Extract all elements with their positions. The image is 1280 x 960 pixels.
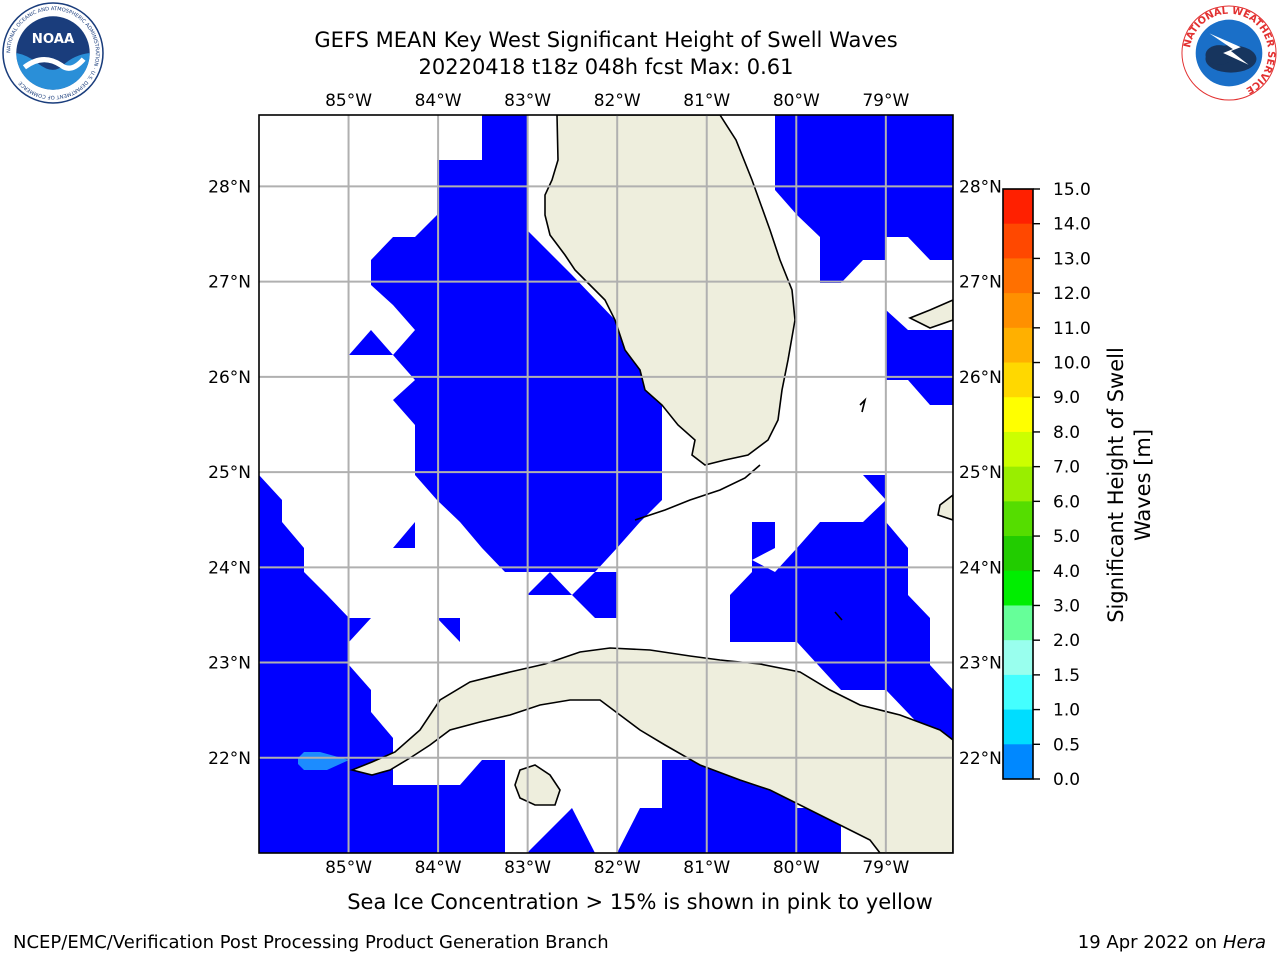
colorbar-segment [1003, 431, 1033, 468]
colorbar-segment [1003, 640, 1033, 676]
lat-label-left: 25°N [208, 463, 251, 483]
colorbar-tick-label: 7.0 [1053, 458, 1080, 478]
colorbar-tick-label: 1.5 [1053, 666, 1080, 686]
colorbar-segment [1003, 570, 1033, 606]
colorbar-segment [1003, 189, 1033, 225]
lat-label-left: 23°N [208, 654, 251, 674]
colorbar-tick-label: 15.0 [1053, 180, 1091, 200]
colorbar-tick-label: 6.0 [1053, 492, 1080, 512]
colorbar-tick-label: 10.0 [1053, 354, 1091, 374]
map-area [259, 115, 953, 853]
machine-name: Hera [1222, 932, 1266, 953]
chart-subtitle: 20220418 t18z 048h fcst Max: 0.61 [418, 55, 794, 79]
lon-label-top: 80°W [773, 91, 820, 111]
date-text: 19 Apr 2022 on Hera [1078, 932, 1266, 953]
colorbar-tick-label: 0.5 [1053, 735, 1080, 755]
colorbar-tick-label: 1.0 [1053, 701, 1080, 721]
colorbar-frame [1002, 188, 1034, 780]
colorbar-segment [1003, 397, 1033, 433]
colorbar-tick-label: 8.0 [1053, 423, 1080, 443]
colorbar-segment [1003, 744, 1033, 780]
colorbar-ticks: 15.0 14.0 13.0 12.0 11.0 10.0 9.0 8.0 7.0 6.0 5.0 4… [1033, 180, 1091, 790]
colorbar-segment [1003, 501, 1033, 537]
colorbar-segment [1003, 223, 1033, 259]
colorbar-segment [1003, 605, 1033, 641]
colorbar-tick-label: 5.0 [1053, 527, 1080, 547]
keys-coast [634, 397, 867, 621]
lon-label-bottom: 79°W [862, 858, 909, 878]
colorbar-segment [1003, 293, 1033, 329]
colorbar-tick-label: 2.0 [1053, 631, 1080, 651]
colorbar-tick-label: 9.0 [1053, 388, 1080, 408]
lat-label-right: 25°N [959, 463, 1002, 483]
colorbar-tick-label: 14.0 [1053, 215, 1091, 235]
lon-label-top: 81°W [683, 91, 730, 111]
colorbar-tick-label: 11.0 [1053, 319, 1091, 339]
colorbar-label-line1: Significant Height of Swell [1104, 347, 1128, 623]
isla-juventud-land [514, 764, 561, 806]
lon-label-bottom: 82°W [594, 858, 641, 878]
swell-max-patch [298, 752, 349, 770]
swell-field [259, 115, 953, 853]
andros-land [937, 493, 953, 521]
colorbar-segment [1003, 536, 1033, 572]
noaa-logo-icon: NOAA NATIONAL OCEANIC AND ATMOSPHERIC AD… [2, 2, 104, 104]
colorbar-label-line2: Waves [m] [1131, 429, 1155, 541]
noaa-logo-text: NOAA [32, 32, 75, 47]
colorbar-tick-label: 4.0 [1053, 562, 1080, 582]
colorbar [1003, 189, 1033, 780]
latitude-labels-left: 28°N 27°N 26°N 25°N 24°N 23°N 22°N [208, 177, 251, 768]
lon-label-top: 79°W [862, 91, 909, 111]
longitude-labels-top: 85°W 84°W 83°W 82°W 81°W 80°W 79°W [325, 91, 909, 111]
lat-label-right: 27°N [959, 273, 1002, 293]
map-frame [258, 114, 954, 854]
lat-label-right: 23°N [959, 654, 1002, 674]
colorbar-tick-label: 0.0 [1053, 770, 1080, 790]
colorbar-tick-label: 12.0 [1053, 284, 1091, 304]
colorbar-tick-label: 3.0 [1053, 596, 1080, 616]
colorbar-segment [1003, 466, 1033, 502]
latitude-labels-right: 28°N 27°N 26°N 25°N 24°N 23°N 22°N [959, 177, 1002, 768]
lat-label-left: 27°N [208, 273, 251, 293]
grid-lines [259, 115, 953, 853]
colorbar-segment [1003, 362, 1033, 398]
colorbar-segment [1003, 674, 1033, 711]
bahamas-land [908, 299, 953, 329]
lon-label-top: 82°W [594, 91, 641, 111]
colorbar-segment [1003, 327, 1033, 364]
lat-label-left: 26°N [208, 368, 251, 388]
lat-label-right: 28°N [959, 177, 1002, 197]
date-value: 19 Apr 2022 on [1077, 932, 1218, 953]
colorbar-segment [1003, 258, 1033, 294]
chart-title: GEFS MEAN Key West Significant Height of… [314, 28, 898, 52]
lon-label-bottom: 83°W [504, 858, 551, 878]
lat-label-left: 28°N [208, 177, 251, 197]
lon-label-top: 84°W [415, 91, 462, 111]
longitude-labels-bottom: 85°W 84°W 83°W 82°W 81°W 80°W 79°W [325, 858, 909, 878]
lon-label-top: 83°W [504, 91, 551, 111]
nws-logo-icon: NATIONAL WEATHER SERVICE [1181, 5, 1277, 101]
lat-label-right: 24°N [959, 558, 1002, 578]
lat-label-left: 22°N [208, 749, 251, 769]
colorbar-tick-label: 13.0 [1053, 249, 1091, 269]
lon-label-bottom: 84°W [415, 858, 462, 878]
lat-label-left: 24°N [208, 558, 251, 578]
lon-label-bottom: 85°W [325, 858, 372, 878]
cuba-land [349, 647, 953, 853]
lon-label-bottom: 81°W [683, 858, 730, 878]
credit-text: NCEP/EMC/Verification Post Processing Pr… [13, 932, 609, 953]
lat-label-right: 26°N [959, 368, 1002, 388]
lon-label-top: 85°W [325, 91, 372, 111]
sea-ice-note: Sea Ice Concentration > 15% is shown in … [347, 890, 933, 914]
lon-label-bottom: 80°W [773, 858, 820, 878]
colorbar-segment [1003, 709, 1033, 745]
lat-label-right: 22°N [959, 749, 1002, 769]
